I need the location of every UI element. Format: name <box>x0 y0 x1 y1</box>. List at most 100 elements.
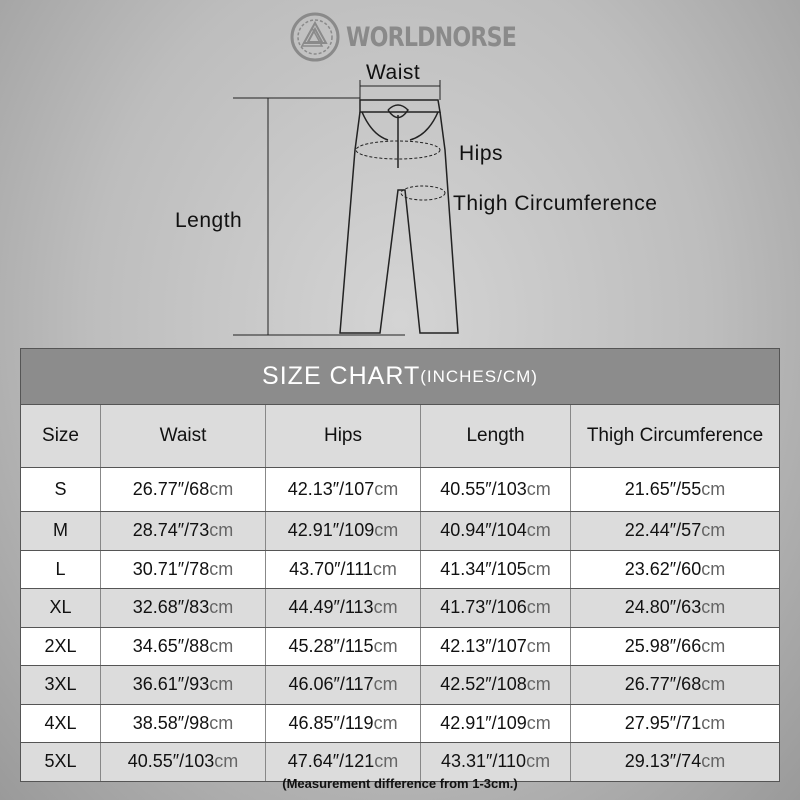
unit-label: cm <box>373 712 398 733</box>
measurement-cell: 46.06″/117 cm <box>266 666 421 704</box>
table-title-text: SIZE CHART <box>262 362 421 390</box>
measurement-value: 38.58″/98 <box>132 712 210 733</box>
unit-label: cm <box>373 635 398 656</box>
measurement-value: 32.68″/83 <box>132 597 210 618</box>
size-cell: M <box>21 512 101 550</box>
brand-name: WORLDNORSE <box>346 21 517 53</box>
measurement-value: 47.64″/121 <box>287 751 375 772</box>
header-thigh: Thigh Circumference <box>586 425 764 446</box>
unit-label: cm <box>701 479 726 499</box>
unit-label: cm <box>209 674 234 695</box>
measurement-cell: 29.13″/74 cm <box>571 743 779 781</box>
measurement-value: 43.31″/110 <box>440 751 527 772</box>
waist-label: Waist <box>366 61 421 84</box>
measurement-value: 26.77″/68 <box>132 479 210 499</box>
measurement-cell: 25.98″/66 cm <box>571 628 779 666</box>
measurement-value: 22.44″/57 <box>624 520 702 541</box>
measurement-value: 29.13″/74 <box>624 751 702 772</box>
measurement-cell: 42.13″/107 cm <box>266 468 421 511</box>
measurement-value: 43.70″/111 <box>289 558 373 579</box>
measurement-cell: 46.85″/119 cm <box>266 704 421 742</box>
measurement-cell: 22.44″/57 cm <box>571 512 779 550</box>
unit-label: cm <box>209 712 234 733</box>
size-cell: XL <box>21 589 101 627</box>
measurement-value: 40.94″/104 <box>440 520 527 541</box>
measurement-cell: 43.70″/111 cm <box>266 550 421 588</box>
measurement-cell: 32.68″/83 cm <box>101 589 266 627</box>
unit-label: cm <box>701 558 726 579</box>
measurement-cell: 40.55″/103 cm <box>421 468 571 511</box>
unit-label: cm <box>701 520 726 541</box>
unit-label: cm <box>701 712 726 733</box>
brand-logo: WORLDNORSE <box>290 12 553 62</box>
measurement-value: 30.71″/78 <box>132 558 210 579</box>
size-cell: 4XL <box>21 704 101 742</box>
measurement-cell: 24.80″/63 cm <box>571 589 779 627</box>
unit-label: cm <box>526 558 551 579</box>
unit-label: cm <box>701 751 726 772</box>
measurement-cell: 26.77″/68 cm <box>571 666 779 704</box>
table-row: 3XL 36.61″/93 cm 46.06″/117 cm 42.52″/108 cm 26… <box>21 666 779 705</box>
unit-label: cm <box>526 674 551 695</box>
measurement-value: 26.77″/68 <box>624 674 702 695</box>
size-cell: 5XL <box>21 743 101 781</box>
measurement-value: 42.52″/108 <box>440 674 527 695</box>
table-row: S 26.77″/68 cm 42.13″/107 cm 40.55″/103 cm 21.6… <box>21 468 779 512</box>
measurement-value: 46.85″/119 <box>288 712 374 733</box>
measurement-value: 45.28″/115 <box>288 635 374 656</box>
measurement-value: 21.65″/55 <box>624 479 702 499</box>
measurement-value: 42.91″/109 <box>440 712 527 733</box>
unit-label: cm <box>701 635 726 656</box>
measurement-cell: 42.13″/107 cm <box>421 627 571 665</box>
size-cell: S <box>21 468 101 511</box>
thigh-label: Thigh Circumference <box>453 192 658 215</box>
measurement-cell: 43.31″/110 cm <box>421 743 571 781</box>
unit-label: cm <box>526 712 551 733</box>
unit-label: cm <box>214 751 239 772</box>
header-waist: Waist <box>101 405 266 467</box>
header-row: Size Waist Hips Length Thigh Circumferen… <box>21 405 779 468</box>
measurement-cell: 38.58″/98 cm <box>101 704 266 742</box>
table-row: XL 32.68″/83 cm 44.49″/113 cm 41.73″/106 cm 24.… <box>21 589 779 628</box>
measurement-value: 46.06″/117 <box>288 674 374 695</box>
measurement-cell: 45.28″/115 cm <box>266 627 421 665</box>
measurement-cell: 34.65″/88 cm <box>101 627 266 665</box>
unit-label: cm <box>374 479 399 499</box>
measurement-note: (Measurement difference from 1-3cm.) <box>282 776 518 791</box>
unit-label: cm <box>209 635 234 656</box>
measurement-value: 24.80″/63 <box>624 597 702 618</box>
measurement-cell: 23.62″/60 cm <box>571 551 779 589</box>
hips-label: Hips <box>459 142 504 165</box>
measurement-cell: 21.65″/55 cm <box>571 468 779 511</box>
measurement-cell: 30.71″/78 cm <box>101 550 266 588</box>
size-cell: 3XL <box>21 666 101 704</box>
measurement-cell: 28.74″/73 cm <box>101 512 266 550</box>
valknut-knot-icon <box>290 12 340 62</box>
measurement-cell: 27.95″/71 cm <box>571 705 779 743</box>
measurement-cell: 36.61″/93 cm <box>101 666 266 704</box>
measurement-value: 27.95″/71 <box>624 712 702 733</box>
measurement-value: 41.73″/106 <box>440 597 527 618</box>
measurement-value: 44.49″/113 <box>288 597 374 618</box>
measurement-value: 42.91″/109 <box>287 520 375 541</box>
unit-label: cm <box>526 479 551 499</box>
table-row: 5XL 40.55″/103 cm 47.64″/121 cm 43.31″/110 cm 2… <box>21 743 779 781</box>
unit-label: cm <box>701 674 726 695</box>
header-size: Size <box>21 405 101 467</box>
unit-label: cm <box>372 558 397 579</box>
measurement-cell: 44.49″/113 cm <box>266 589 421 627</box>
measurement-value: 23.62″/60 <box>624 558 702 579</box>
table-row: 2XL 34.65″/88 cm 45.28″/115 cm 42.13″/107 cm 25… <box>21 627 779 666</box>
unit-label: cm <box>209 479 234 499</box>
measurement-value: 42.13″/107 <box>287 479 375 499</box>
header-hips: Hips <box>266 405 421 467</box>
measurement-cell: 40.94″/104 cm <box>421 512 571 550</box>
table-title: SIZE CHART (INCHES/CM) <box>21 349 779 405</box>
measurement-cell: 42.91″/109 cm <box>421 704 571 742</box>
measurement-value: 36.61″/93 <box>132 674 210 695</box>
unit-label: cm <box>373 674 398 695</box>
unit-label: cm <box>526 597 551 618</box>
unit-label: cm <box>526 635 551 656</box>
measurement-cell: 42.52″/108 cm <box>421 666 571 704</box>
measurement-value: 34.65″/88 <box>132 635 210 656</box>
